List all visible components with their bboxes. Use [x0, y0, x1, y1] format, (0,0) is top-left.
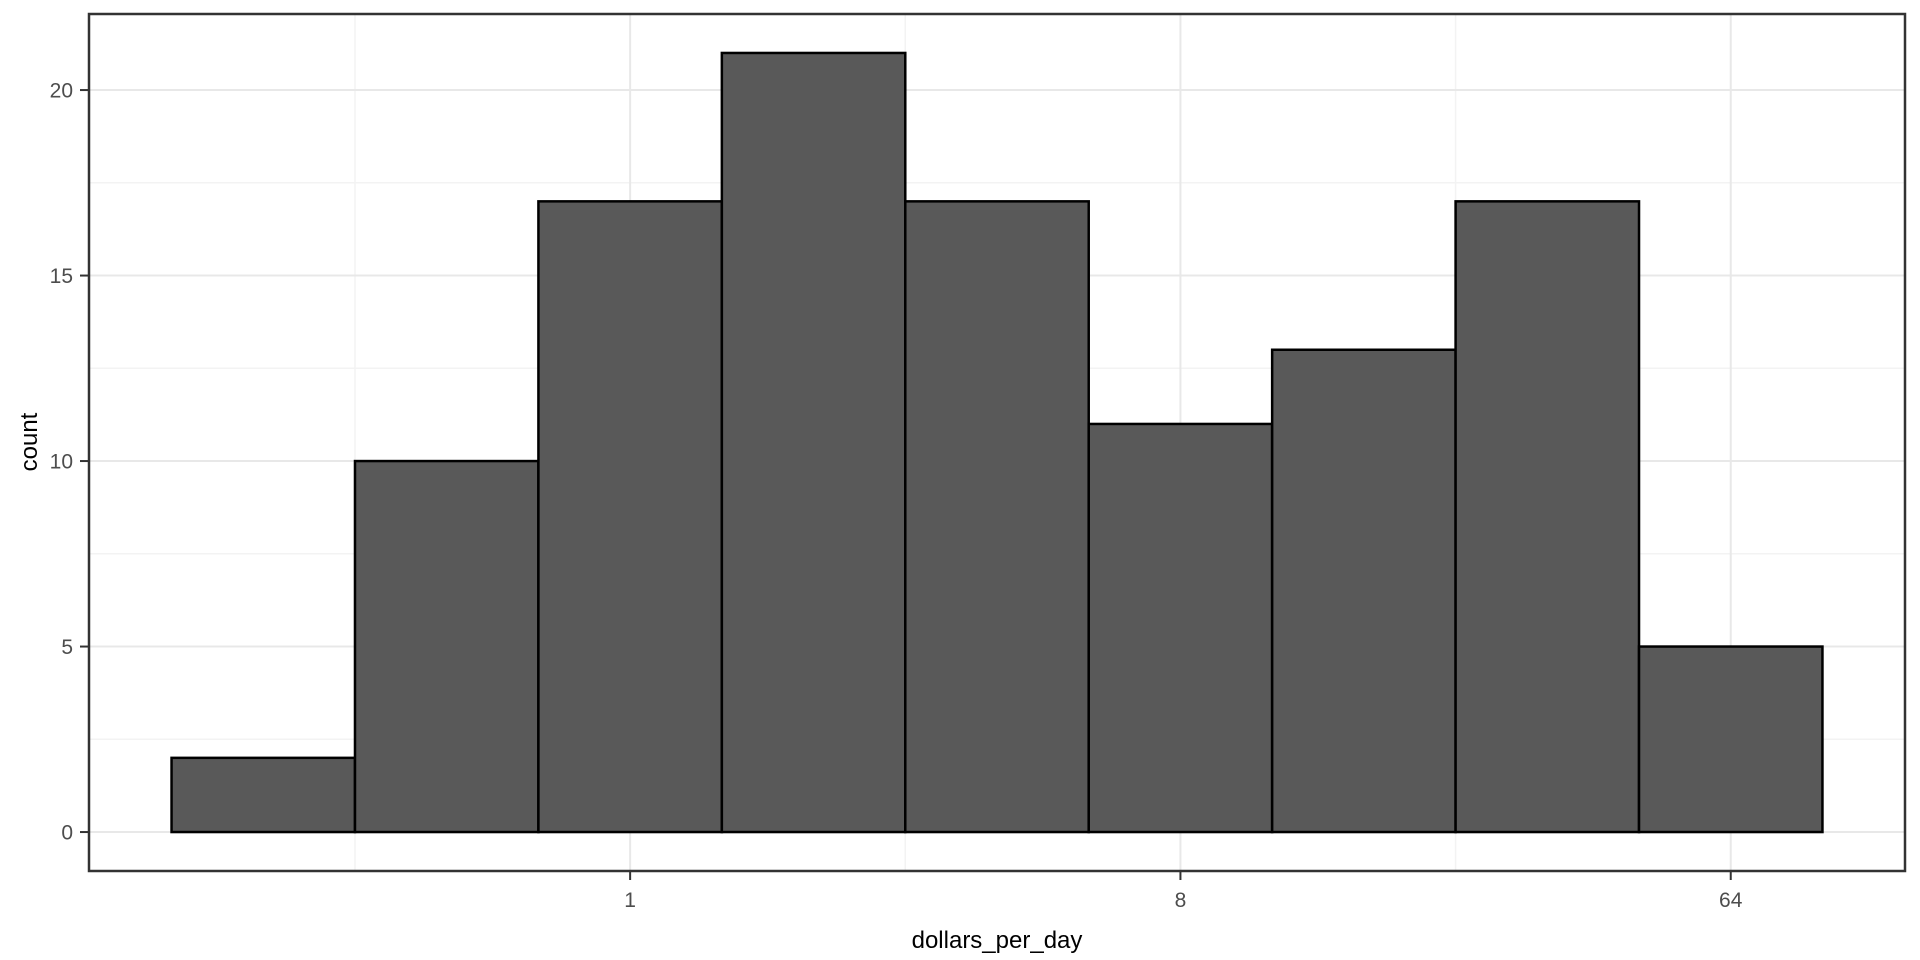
y-axis-title: count: [16, 412, 43, 471]
y-tick-label: 15: [50, 265, 73, 288]
histogram-bar: [170, 756, 357, 834]
x-tick-label: 8: [1175, 889, 1187, 912]
histogram-bar: [537, 200, 724, 834]
histogram-bar: [720, 51, 907, 834]
x-tick-label: 1: [624, 889, 636, 912]
y-tick-label: 10: [50, 450, 73, 473]
histogram-bar: [1454, 200, 1641, 834]
histogram-bar: [904, 200, 1090, 834]
x-axis-title: dollars_per_day: [912, 927, 1083, 954]
y-tick-label: 0: [61, 821, 73, 844]
histogram-bar: [1087, 422, 1274, 834]
histogram-bar: [1637, 645, 1824, 834]
x-tick-label: 64: [1719, 889, 1743, 912]
histogram-bar: [353, 459, 540, 834]
panel-border: [87, 12, 1907, 873]
y-tick-label: 5: [61, 636, 73, 659]
histogram-bar: [1270, 348, 1457, 834]
y-tick-label: 20: [50, 79, 73, 102]
